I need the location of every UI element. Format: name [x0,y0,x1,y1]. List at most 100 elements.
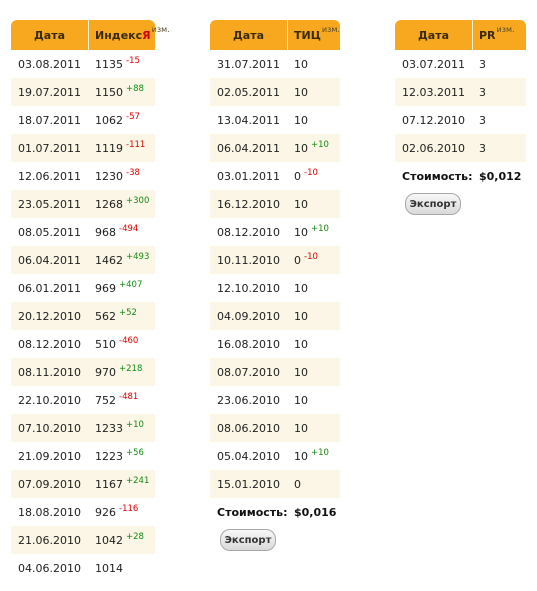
change-label: изм. [151,24,170,34]
row-value: 968 [95,225,116,239]
row-value-cell: 1223 +56 [89,447,155,463]
row-value: 970 [95,365,116,379]
row-date: 07.10.2010 [18,421,81,435]
row-change: +218 [119,363,143,374]
row-date: 07.12.2010 [402,113,465,127]
column-header-pr: PR изм. [473,20,526,50]
row-date: 08.07.2010 [217,365,280,379]
row-value-cell: 10 [288,114,340,127]
cost-value: $0,012 [479,169,522,183]
table-row: 13.04.2011 10 [210,106,340,134]
row-change: -111 [126,139,146,150]
row-value-cell: 3 [473,114,526,127]
row-date: 15.01.2010 [217,477,280,491]
row-value: 10 [294,197,308,211]
row-value-cell: 1233 +10 [89,420,155,435]
row-value: 562 [95,309,116,323]
table-row: 23.06.2010 10 [210,386,340,414]
table-body: 03.08.2011 1135 -15 19.07.2011 1150 +88 18.07.… [11,50,155,582]
row-date: 16.08.2010 [217,337,280,351]
row-date: 08.12.2010 [217,225,280,239]
table-row: 12.10.2010 10 [210,274,340,302]
row-change: +10 [311,447,329,458]
table-row: 07.10.2010 1233 +10 [11,414,155,442]
change-label: изм. [496,24,515,34]
row-date: 01.07.2011 [18,141,81,155]
row-date: 06.04.2011 [217,141,280,155]
row-change: -38 [126,167,140,178]
table-row: 04.06.2010 1014 [11,554,155,582]
row-date: 18.07.2011 [18,113,81,127]
row-value-cell: 926 -116 [89,504,155,519]
row-date: 12.10.2010 [217,281,280,295]
table-row: 22.10.2010 752 -481 [11,386,155,414]
row-change: +493 [126,251,150,262]
row-value: 3 [479,141,486,155]
pr-label: PR [479,28,496,42]
cost-label: Стоимость: [217,505,288,519]
table-row: 08.07.2010 10 [210,358,340,386]
table-row: 08.12.2010 10 +10 [210,218,340,246]
row-date: 12.06.2011 [18,169,81,183]
row-value: 510 [95,337,116,351]
row-date: 04.06.2010 [18,561,81,575]
row-value: 0 [294,477,301,491]
row-value-cell: 10 [288,86,340,99]
table-row: 18.08.2010 926 -116 [11,498,155,526]
row-value: 1014 [95,561,123,575]
row-value-cell: 10 [288,198,340,211]
row-value: 10 [294,421,308,435]
table-row: 16.08.2010 10 [210,330,340,358]
table-row: 07.12.2010 3 [395,106,526,134]
row-date: 10.11.2010 [217,253,280,267]
export-button[interactable]: Экспорт [220,529,276,551]
pr-table: Дата PR изм. 03.07.2011 3 12.03.2011 3 07.12.… [395,20,526,215]
row-value-cell: 1062 -57 [89,112,155,127]
row-date: 23.05.2011 [18,197,81,211]
table-row: 02.06.2010 3 [395,134,526,162]
row-value-cell: 10 [288,282,340,295]
export-button[interactable]: Экспорт [405,193,461,215]
row-value-cell: 562 +52 [89,307,155,323]
row-date: 23.06.2010 [217,393,280,407]
table-row: 15.01.2010 0 [210,470,340,498]
row-value-cell: 968 -494 [89,224,155,239]
row-value: 10 [294,309,308,323]
row-date: 05.04.2010 [217,449,280,463]
table-row: 06.01.2011 969 +407 [11,274,155,302]
table-row: 08.12.2010 510 -460 [11,330,155,358]
row-value: 10 [294,281,308,295]
row-value-cell: 1462 +493 [89,251,155,267]
row-value: 1462 [95,253,123,267]
row-value-cell: 3 [473,142,526,155]
row-value: 1062 [95,113,123,127]
table-row: 08.06.2010 10 [210,414,340,442]
row-change: +52 [119,307,137,318]
row-value: 1230 [95,169,123,183]
row-change: +56 [126,447,144,458]
row-value-cell: 10 [288,366,340,379]
row-value: 10 [294,85,308,99]
table-row: 20.12.2010 562 +52 [11,302,155,330]
row-date: 08.12.2010 [18,337,81,351]
row-value-cell: 1042 +28 [89,532,155,547]
table-row: 07.09.2010 1167 +241 [11,470,155,498]
row-date: 19.07.2011 [18,85,81,99]
row-value-cell: 969 +407 [89,280,155,295]
table-row: 12.03.2011 3 [395,78,526,106]
column-header-tic: ТИЦ изм. [288,20,340,50]
row-value-cell: 1135 -15 [89,56,155,71]
row-date: 06.04.2011 [18,253,81,267]
table-row: 21.09.2010 1223 +56 [11,442,155,470]
index-label: Индекс [95,28,143,42]
row-date: 20.12.2010 [18,309,81,323]
row-value-cell: 10 +10 [288,447,340,463]
row-value-cell: 3 [473,58,526,71]
tic-label: ТИЦ [294,28,321,42]
table-row: 08.11.2010 970 +218 [11,358,155,386]
table-row: 10.11.2010 0 -10 [210,246,340,274]
row-value-cell: 510 -460 [89,336,155,351]
row-date: 03.01.2011 [217,169,280,183]
